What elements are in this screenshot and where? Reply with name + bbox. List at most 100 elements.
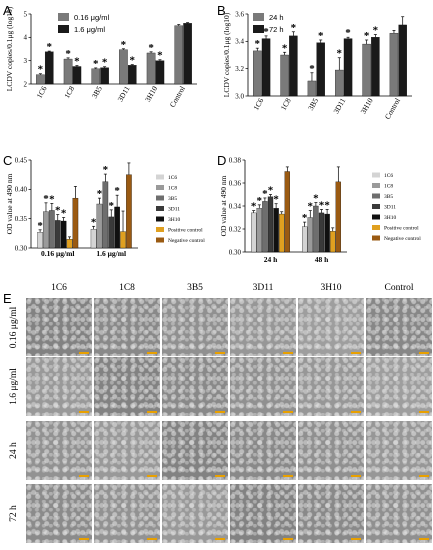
x-tick-label: 1C8 xyxy=(62,84,76,100)
micrograph-row-label: 24 h xyxy=(9,442,19,459)
x-tick-label: 1.6 μg/ml xyxy=(96,249,126,258)
y-tick-label: 0.40 xyxy=(15,186,28,194)
significance-star: * xyxy=(55,205,61,217)
legend-label: 3B5 xyxy=(168,196,177,202)
scale-bar xyxy=(147,538,157,540)
x-tick-label: 3H10 xyxy=(359,96,375,115)
x-tick-label: 1C6 xyxy=(35,84,49,100)
bar xyxy=(72,197,79,249)
bar xyxy=(102,181,109,249)
significance-star: * xyxy=(273,194,279,206)
micrograph-image xyxy=(229,356,297,417)
micrograph-image xyxy=(161,297,229,358)
significance-star: * xyxy=(38,64,44,76)
panel-label-e: E xyxy=(3,291,12,306)
significance-star: * xyxy=(47,41,53,53)
micrograph-image xyxy=(365,297,433,358)
y-tick-label: 3.4 xyxy=(235,38,244,46)
micrograph-image xyxy=(365,483,433,544)
legend-label: 3D11 xyxy=(384,205,396,211)
significance-star: * xyxy=(337,48,343,60)
bar xyxy=(362,43,371,97)
significance-star: * xyxy=(291,22,297,34)
significance-star: * xyxy=(373,25,379,37)
bar xyxy=(60,220,67,249)
micrograph-image xyxy=(93,297,161,358)
bar xyxy=(335,181,341,253)
scale-bar xyxy=(419,352,429,354)
micrograph-image xyxy=(365,420,433,481)
significance-star: * xyxy=(148,42,154,54)
legend-label: 1.6 μg/ml xyxy=(74,25,105,34)
legend-label: 3D11 xyxy=(168,207,180,213)
legend-swatch xyxy=(156,237,164,243)
scale-bar xyxy=(351,475,361,477)
bar xyxy=(284,171,290,253)
bar xyxy=(120,231,126,249)
significance-star: * xyxy=(282,42,288,54)
legend-label: 1C6 xyxy=(168,175,177,181)
micrograph-image xyxy=(25,297,93,358)
significance-star: * xyxy=(345,27,351,39)
scale-bar xyxy=(351,538,361,540)
micrograph-row-label: 72 h xyxy=(9,505,19,522)
bar xyxy=(279,213,285,253)
micrograph-image xyxy=(365,356,433,417)
significance-star: * xyxy=(93,58,99,70)
micrograph-row-label: 0.16 μg/ml xyxy=(9,306,19,348)
micrograph-image xyxy=(297,356,365,417)
micrograph-column-label: 1C8 xyxy=(119,283,135,293)
scale-bar xyxy=(79,538,89,540)
y-tick-label: 0.30 xyxy=(229,248,242,256)
significance-star: * xyxy=(114,185,120,197)
significance-star: * xyxy=(257,195,263,207)
significance-star: * xyxy=(97,188,103,200)
bar xyxy=(398,24,407,97)
significance-star: * xyxy=(121,39,127,51)
bar xyxy=(371,37,380,97)
bar xyxy=(289,35,298,97)
micrograph-image xyxy=(161,356,229,417)
scale-bar xyxy=(215,538,225,540)
y-tick-label: 0.32 xyxy=(229,225,242,233)
bar xyxy=(37,232,43,249)
significance-star: * xyxy=(43,193,49,205)
legend-label: 72 h xyxy=(269,25,284,34)
bar xyxy=(324,213,330,253)
bar xyxy=(313,205,319,253)
scale-bar xyxy=(283,538,293,540)
legend-swatch xyxy=(156,206,164,211)
micrograph-image xyxy=(229,420,297,481)
bar xyxy=(316,42,325,97)
scale-bar xyxy=(215,411,225,413)
legend-swatch xyxy=(58,25,69,33)
legend-swatch xyxy=(372,214,380,220)
significance-star: * xyxy=(251,201,257,213)
bar xyxy=(127,65,137,85)
bar xyxy=(114,206,120,249)
legend-swatch xyxy=(372,204,380,209)
bar xyxy=(72,66,82,85)
scale-bar xyxy=(147,411,157,413)
micrograph-column-label: 3D11 xyxy=(253,283,274,293)
legend-swatch xyxy=(156,216,164,222)
y-tick-label: 2 xyxy=(24,80,28,88)
significance-star: * xyxy=(324,199,330,211)
legend-label: 3H10 xyxy=(168,217,180,223)
y-tick-label: 0.35 xyxy=(15,215,28,223)
micrograph-image xyxy=(93,483,161,544)
significance-star: * xyxy=(308,201,314,213)
micrograph-labels: 1C6 1C8 3B5 3D11 3H10 Control 0.16 μg/ml 1.6 μg… xyxy=(9,283,414,522)
legend-swatch xyxy=(253,13,264,21)
legend-label: 3H10 xyxy=(384,215,396,221)
x-tick-label: 3B5 xyxy=(90,84,104,100)
bar xyxy=(108,216,115,249)
y-tick-label: 4 xyxy=(24,34,28,42)
significance-star: * xyxy=(309,63,315,75)
significance-star: * xyxy=(74,56,80,68)
micrograph-image xyxy=(297,483,365,544)
bar xyxy=(389,32,399,97)
significance-star: * xyxy=(65,48,71,60)
